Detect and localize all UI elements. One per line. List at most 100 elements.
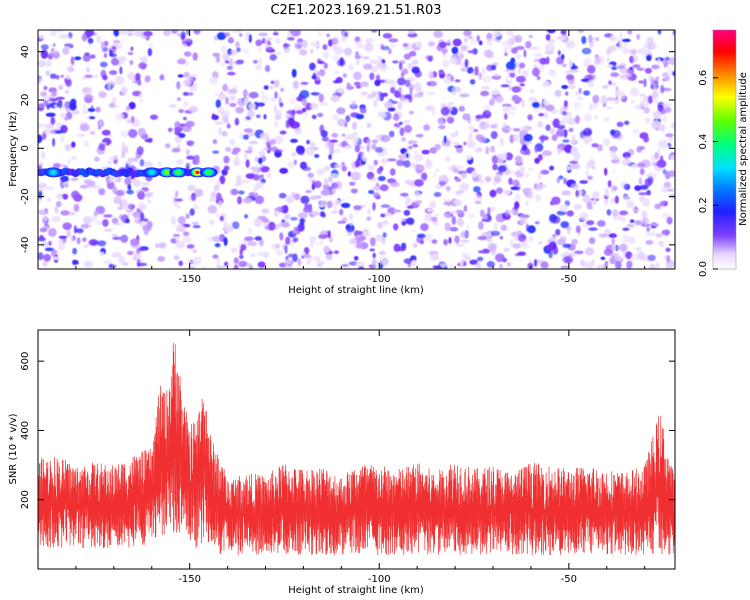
- noise-blob: [294, 41, 303, 50]
- noise-blob: [274, 149, 284, 153]
- noise-blob: [211, 114, 219, 120]
- noise-blob: [574, 250, 584, 255]
- noise-blob: [242, 89, 248, 98]
- noise-blob: [300, 251, 306, 256]
- signal-peak: [206, 170, 211, 174]
- noise-blob: [664, 56, 671, 61]
- noise-blob: [270, 80, 275, 84]
- noise-blob: [332, 80, 340, 84]
- noise-blob: [286, 31, 290, 39]
- noise-blob: [404, 179, 412, 185]
- noise-blob: [387, 158, 397, 162]
- noise-blob: [192, 158, 197, 165]
- noise-blob: [489, 206, 496, 212]
- noise-blob: [180, 31, 186, 39]
- noise-blob: [255, 114, 261, 119]
- noise-blob: [273, 104, 277, 113]
- noise-blob: [333, 148, 342, 154]
- noise-blob: [459, 93, 470, 98]
- noise-blob: [55, 130, 63, 134]
- noise-blob: [50, 116, 56, 125]
- noise-blob: [158, 242, 167, 249]
- noise-blob: [451, 46, 459, 55]
- noise-blob: [351, 121, 358, 130]
- noise-blob: [480, 90, 490, 97]
- noise-blob: [319, 200, 327, 204]
- noise-blob: [48, 98, 58, 102]
- noise-blob: [441, 58, 450, 68]
- signal-peak: [51, 170, 56, 174]
- noise-blob: [353, 71, 362, 81]
- noise-blob: [540, 169, 550, 175]
- noise-blob: [449, 263, 453, 269]
- noise-blob: [102, 74, 108, 81]
- noise-blob: [588, 227, 598, 231]
- noise-blob: [519, 166, 525, 174]
- noise-blob: [136, 146, 144, 156]
- noise-blob: [99, 61, 108, 68]
- noise-blob: [292, 80, 299, 90]
- noise-blob: [366, 171, 375, 180]
- noise-blob: [382, 46, 390, 51]
- noise-blob: [638, 192, 648, 196]
- noise-blob: [364, 43, 374, 52]
- noise-blob: [622, 233, 629, 243]
- noise-blob: [569, 69, 579, 73]
- noise-blob: [523, 49, 527, 58]
- noise-blob: [321, 136, 330, 142]
- noise-blob: [108, 134, 113, 138]
- noise-blob: [548, 250, 553, 259]
- noise-blob: [176, 81, 181, 90]
- noise-blob: [87, 107, 96, 112]
- noise-blob: [95, 106, 101, 113]
- noise-blob: [581, 36, 587, 44]
- noise-blob: [234, 182, 242, 187]
- noise-blob: [39, 78, 43, 83]
- noise-blob: [638, 93, 646, 97]
- noise-blob: [259, 174, 265, 179]
- noise-blob: [486, 52, 494, 59]
- noise-blob: [652, 90, 659, 99]
- noise-blob: [406, 217, 415, 225]
- noise-blob: [435, 168, 440, 172]
- noise-blob: [596, 264, 604, 269]
- noise-blob: [329, 236, 333, 243]
- noise-blob: [233, 257, 239, 264]
- noise-blob: [69, 44, 74, 49]
- noise-blob: [431, 106, 436, 116]
- noise-blob: [329, 173, 340, 179]
- noise-blob: [409, 50, 417, 57]
- noise-blob: [111, 57, 120, 66]
- noise-blob: [38, 134, 43, 144]
- noise-blob: [113, 196, 122, 205]
- noise-blob: [285, 236, 291, 245]
- noise-blob: [583, 127, 592, 137]
- noise-blob: [339, 198, 345, 203]
- noise-blob: [521, 99, 525, 108]
- noise-blob: [610, 72, 620, 78]
- noise-blob: [317, 60, 325, 65]
- noise-blob: [568, 79, 575, 84]
- noise-blob: [218, 127, 223, 136]
- noise-blob: [80, 223, 90, 229]
- noise-blob: [523, 133, 533, 142]
- noise-blob: [339, 57, 344, 66]
- noise-blob: [318, 101, 329, 106]
- noise-blob: [428, 80, 437, 87]
- noise-blob: [586, 175, 594, 181]
- noise-blob: [482, 66, 486, 75]
- noise-blob: [416, 233, 426, 239]
- noise-blob: [427, 41, 436, 47]
- noise-blob: [509, 111, 516, 115]
- noise-blob: [310, 41, 319, 47]
- noise-blob: [554, 89, 562, 97]
- noise-blob: [318, 203, 326, 208]
- noise-blob: [413, 148, 418, 156]
- noise-blob: [627, 235, 636, 245]
- noise-blob: [72, 247, 78, 255]
- noise-blob: [138, 62, 148, 70]
- heatmap-xlabel: Height of straight line (km): [288, 285, 424, 296]
- noise-blob: [611, 35, 618, 43]
- noise-blob: [127, 212, 132, 217]
- noise-blob: [107, 160, 113, 165]
